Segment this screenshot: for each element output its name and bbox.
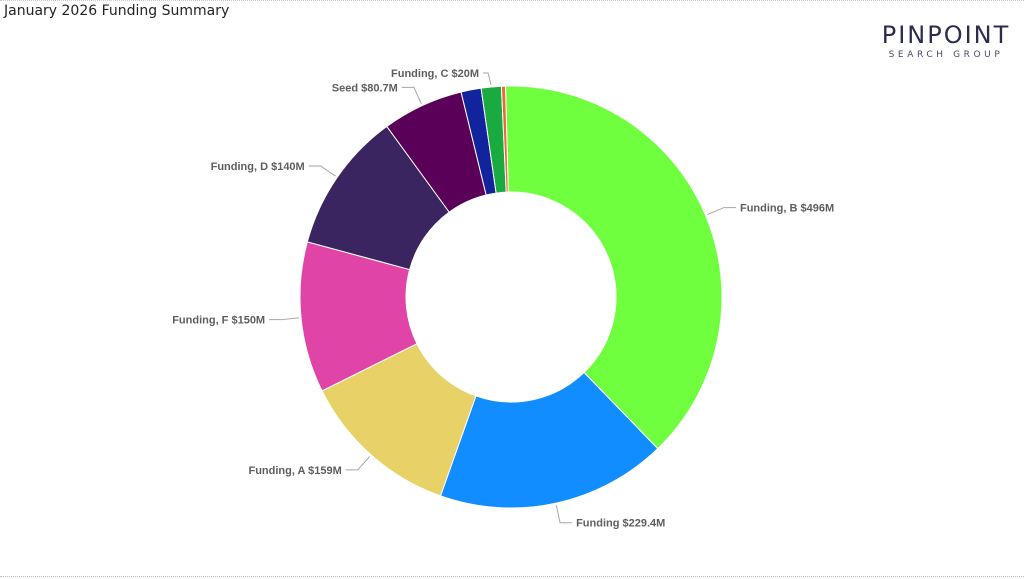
leader-line-funding-f <box>269 317 300 321</box>
leader-line-funding-d <box>308 165 336 177</box>
leader-line-funding-a <box>345 456 371 471</box>
data-label-funding-f: Funding, F $150M <box>172 315 265 327</box>
donut-slice-funding-b[interactable] <box>504 85 723 450</box>
leader-line-funding-b <box>707 207 736 216</box>
donut-slice-funding[interactable] <box>439 371 659 509</box>
logo-main-text: PINPOINT <box>881 21 1011 49</box>
data-label-seed: Seed $80.7M <box>332 82 398 94</box>
pinpoint-logo: PINPOINT SEARCH GROUP <box>872 22 1020 61</box>
donut-slice-slice-8[interactable] <box>500 85 509 193</box>
data-label-funding-a: Funding, A $159M <box>248 465 341 477</box>
top-divider <box>0 0 1024 1</box>
leader-line-funding <box>555 505 573 524</box>
chart-title: January 2026 Funding Summary <box>4 3 230 19</box>
data-label-funding-c: Funding, C $20M <box>391 68 479 80</box>
logo-sub-text: SEARCH GROUP <box>888 50 1004 60</box>
data-label-funding-d: Funding, D $140M <box>211 161 305 173</box>
leader-line-funding-c <box>483 72 492 86</box>
data-label-funding-b: Funding, B $496M <box>740 203 834 215</box>
data-label-funding: Funding $229.4M <box>576 518 665 530</box>
leader-line-seed <box>401 86 422 104</box>
bottom-divider <box>0 576 1024 577</box>
